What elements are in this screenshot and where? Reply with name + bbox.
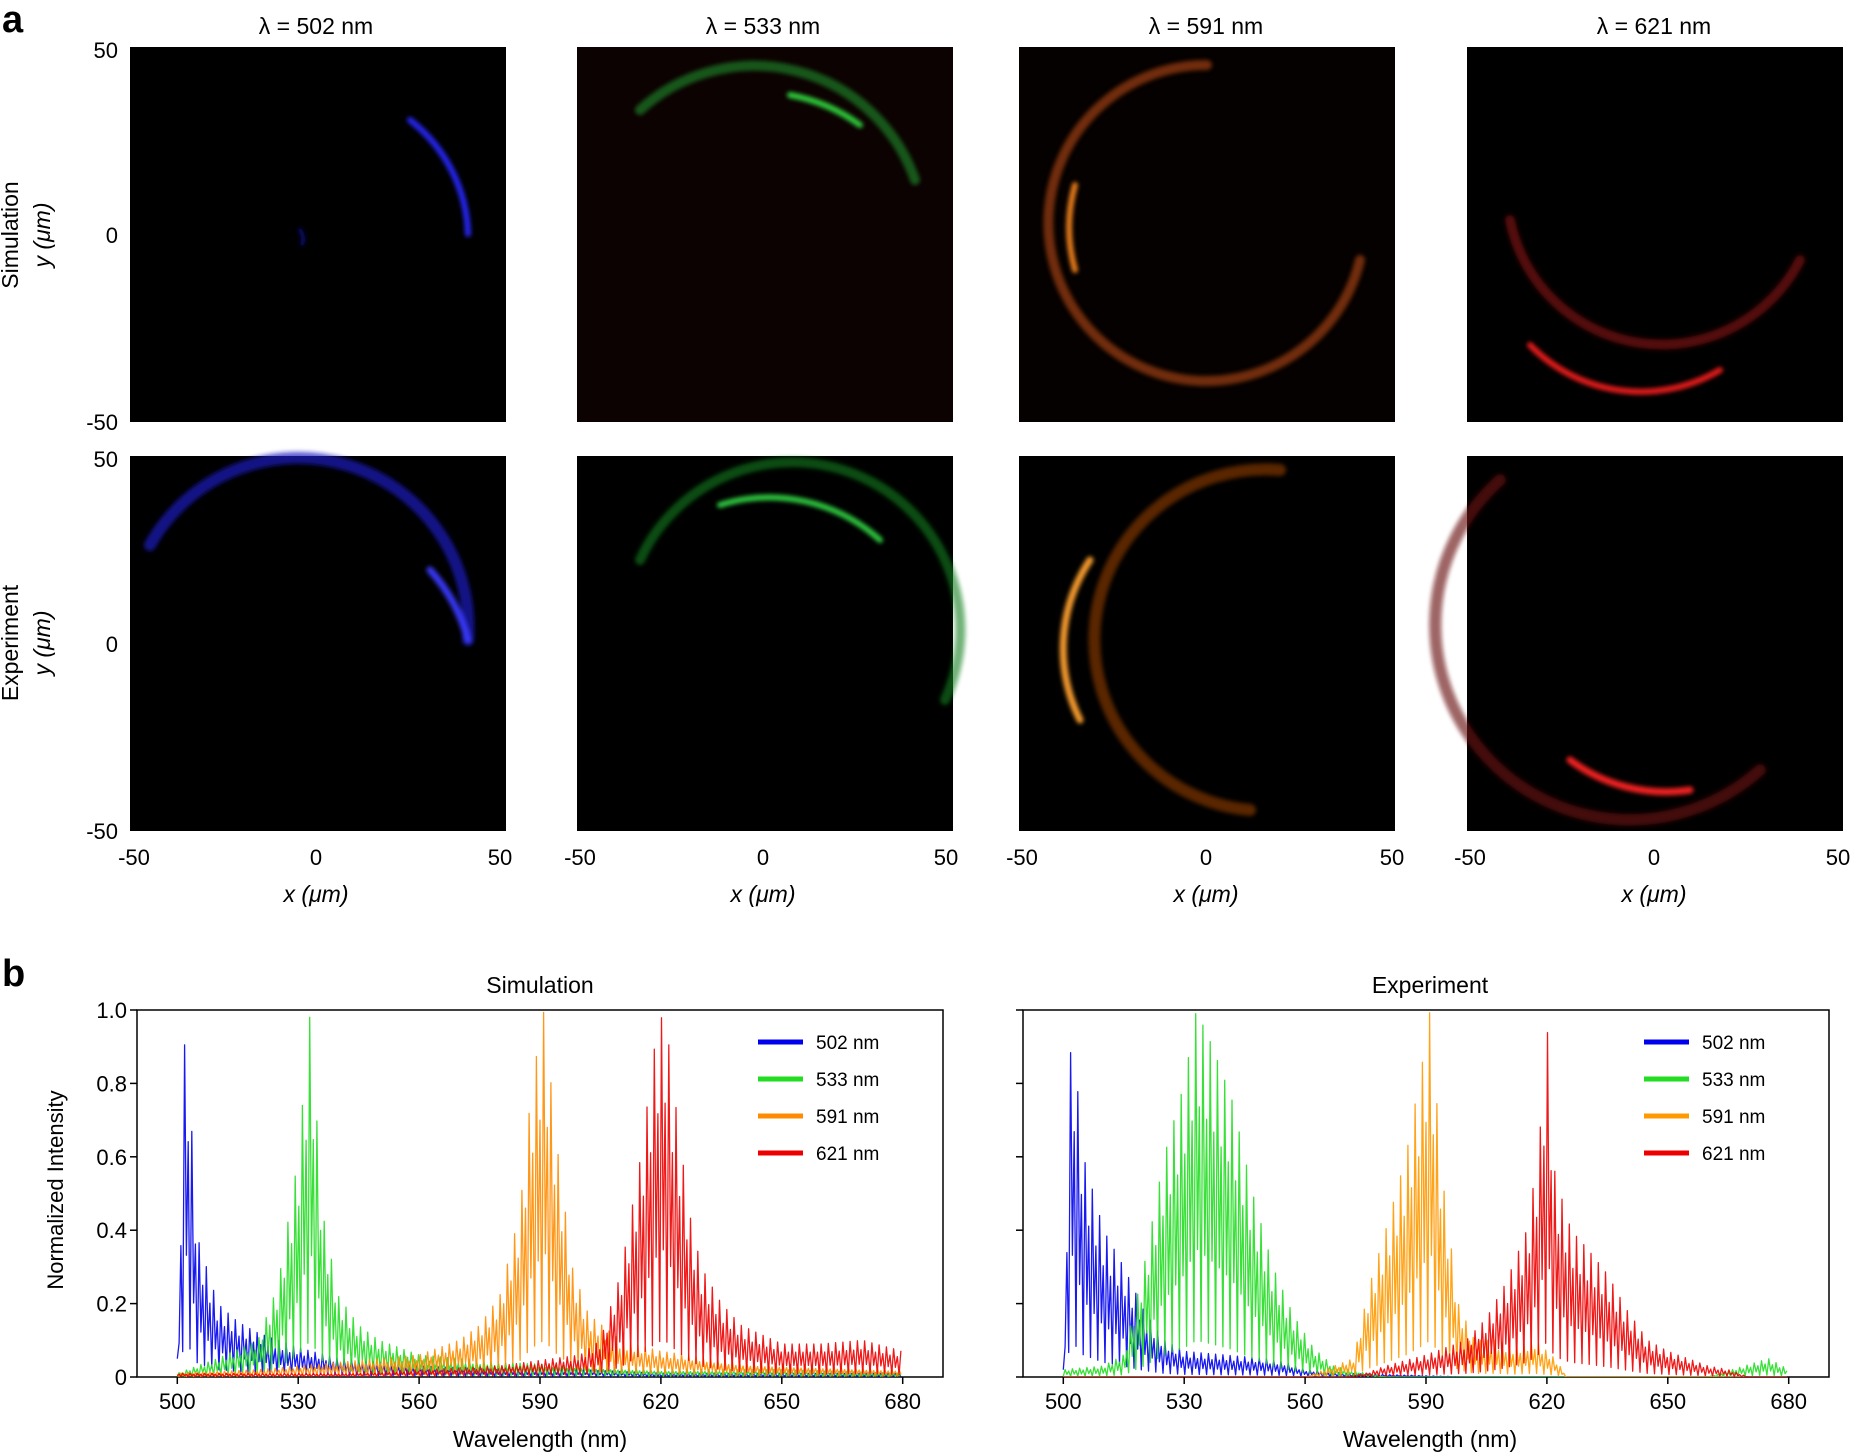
col-title-4: λ = 621 nm: [1597, 13, 1711, 39]
x-tick-label: 500: [1045, 1389, 1082, 1414]
x-tick-1-minus50: -50: [118, 845, 150, 870]
exp-arc-502: [144, 451, 475, 646]
exp-arc-502-bright: [426, 566, 472, 644]
col-title-1: λ = 502 nm: [259, 13, 373, 39]
spectrum-chart-experiment: 500 530 560 590 620 650 680 502 nm 533 nm 591 nm 6…: [1016, 1009, 1830, 1414]
chart-title-experiment: Experiment: [1372, 972, 1489, 998]
x-axis-label-2: x (μm): [730, 881, 796, 907]
exp-image-621: [1467, 456, 1843, 831]
sim-arc-533: [635, 60, 920, 185]
series-line-621-nm: [176, 1017, 902, 1377]
exp-image-533: [577, 456, 953, 831]
x-axis-label-4: x (μm): [1621, 881, 1687, 907]
sim-arc-502: [407, 117, 471, 237]
x-ticks-panel-a: -50 0 50 -50 0 50 -50 0 50 -50 0 50: [118, 845, 1850, 870]
col-title-2: λ = 533 nm: [706, 13, 820, 39]
x-tick-4-0: 0: [1648, 845, 1660, 870]
x-axis-label-3: x (μm): [1173, 881, 1239, 907]
exp-arc-621: [1429, 474, 1766, 826]
x-tick-label: 680: [1770, 1389, 1807, 1414]
x-tick-3-0: 0: [1200, 845, 1212, 870]
exp-arc-533: [635, 457, 966, 705]
x-tick-3-50: 50: [1380, 845, 1404, 870]
x-tick-label: 500: [159, 1389, 196, 1414]
x-axis-label-experiment: Wavelength (nm): [1343, 1426, 1517, 1452]
x-tick-2-0: 0: [757, 845, 769, 870]
y-tick-bottom-minus50: -50: [86, 819, 118, 844]
sim-image-591: [1019, 47, 1395, 422]
legend-label: 533 nm: [816, 1070, 879, 1091]
sim-arc-621-bright: [1527, 342, 1723, 395]
legend-label: 533 nm: [1702, 1070, 1765, 1091]
exp-image-502: [130, 456, 506, 831]
x-tick-label: 560: [401, 1389, 438, 1414]
y-tick-label: 0.8: [96, 1071, 127, 1096]
sim-image-533: [577, 47, 953, 422]
y-tick-label: 0: [115, 1365, 127, 1390]
x-tick-label: 680: [884, 1389, 921, 1414]
x-axis-label-1: x (μm): [283, 881, 349, 907]
x-tick-label: 530: [1166, 1389, 1203, 1414]
exp-arc-591: [1088, 463, 1286, 816]
exp-arc-533-bright: [717, 494, 883, 543]
exp-arc-591-bright: [1059, 556, 1094, 724]
y-tick-top-0: 0: [106, 223, 118, 248]
row-label-simulation: Simulation: [0, 181, 23, 288]
y-axis-label-top: y (μm): [29, 203, 55, 270]
legend-label: 502 nm: [816, 1033, 879, 1054]
x-tick-label: 620: [1529, 1389, 1566, 1414]
x-axis-label-simulation: Wavelength (nm): [453, 1426, 627, 1452]
x-tick-label: 590: [522, 1389, 559, 1414]
x-tick-1-0: 0: [310, 845, 322, 870]
y-axis-label-spectrum: Normalized Intensity: [43, 1090, 68, 1289]
panel-a-label: a: [2, 0, 24, 41]
x-tick-label: 650: [763, 1389, 800, 1414]
exp-arc-621-bright: [1566, 756, 1694, 796]
row-label-experiment: Experiment: [0, 584, 23, 701]
x-tick-3-minus50: -50: [1006, 845, 1038, 870]
panel-b-label: b: [2, 953, 25, 995]
y-tick-label: 1.0: [96, 998, 127, 1023]
legend-label: 621 nm: [1702, 1144, 1765, 1165]
y-tick-label: 0.6: [96, 1145, 127, 1170]
sim-arc-533-bright: [787, 92, 863, 128]
sim-arc-591: [1043, 59, 1365, 386]
series-line-591-nm: [176, 1011, 902, 1377]
x-tick-4-50: 50: [1826, 845, 1850, 870]
sim-arc-621: [1505, 215, 1805, 350]
x-tick-label: 650: [1649, 1389, 1686, 1414]
x-tick-2-minus50: -50: [564, 845, 596, 870]
series-line-591-nm: [1063, 1012, 1787, 1377]
x-tick-label: 590: [1408, 1389, 1445, 1414]
x-tick-label: 560: [1287, 1389, 1324, 1414]
exp-image-591: [1019, 456, 1395, 831]
legend-label: 591 nm: [816, 1107, 879, 1128]
x-tick-label: 530: [280, 1389, 317, 1414]
spectrum-chart-simulation: 500 530 560 590 620 650 680 0 0.2 0.4 0.6 0.8 1.0 502…: [96, 998, 944, 1414]
chart-title-simulation: Simulation: [486, 972, 593, 998]
x-tick-4-minus50: -50: [1454, 845, 1486, 870]
x-tick-2-50: 50: [934, 845, 958, 870]
legend-label: 591 nm: [1702, 1107, 1765, 1128]
y-tick-label: 0.2: [96, 1292, 127, 1317]
y-tick-bottom-0: 0: [106, 632, 118, 657]
y-axis-label-bottom: y (μm): [29, 611, 55, 678]
series-line-621-nm: [1063, 1031, 1787, 1377]
legend-label: 502 nm: [1702, 1033, 1765, 1054]
y-tick-top-50: 50: [94, 38, 118, 63]
sim-arc-502-faint: [298, 228, 306, 246]
y-tick-top-minus50: -50: [86, 410, 118, 435]
y-tick-bottom-50: 50: [94, 447, 118, 472]
legend-label: 621 nm: [816, 1144, 879, 1165]
x-tick-label: 620: [643, 1389, 680, 1414]
sim-image-502: [130, 47, 506, 422]
y-tick-label: 0.4: [96, 1218, 127, 1243]
sim-arc-591-bright: [1066, 182, 1078, 273]
sim-image-621: [1467, 47, 1843, 422]
x-tick-1-50: 50: [488, 845, 512, 870]
series-line-533-nm: [1062, 1013, 1788, 1377]
col-title-3: λ = 591 nm: [1149, 13, 1263, 39]
